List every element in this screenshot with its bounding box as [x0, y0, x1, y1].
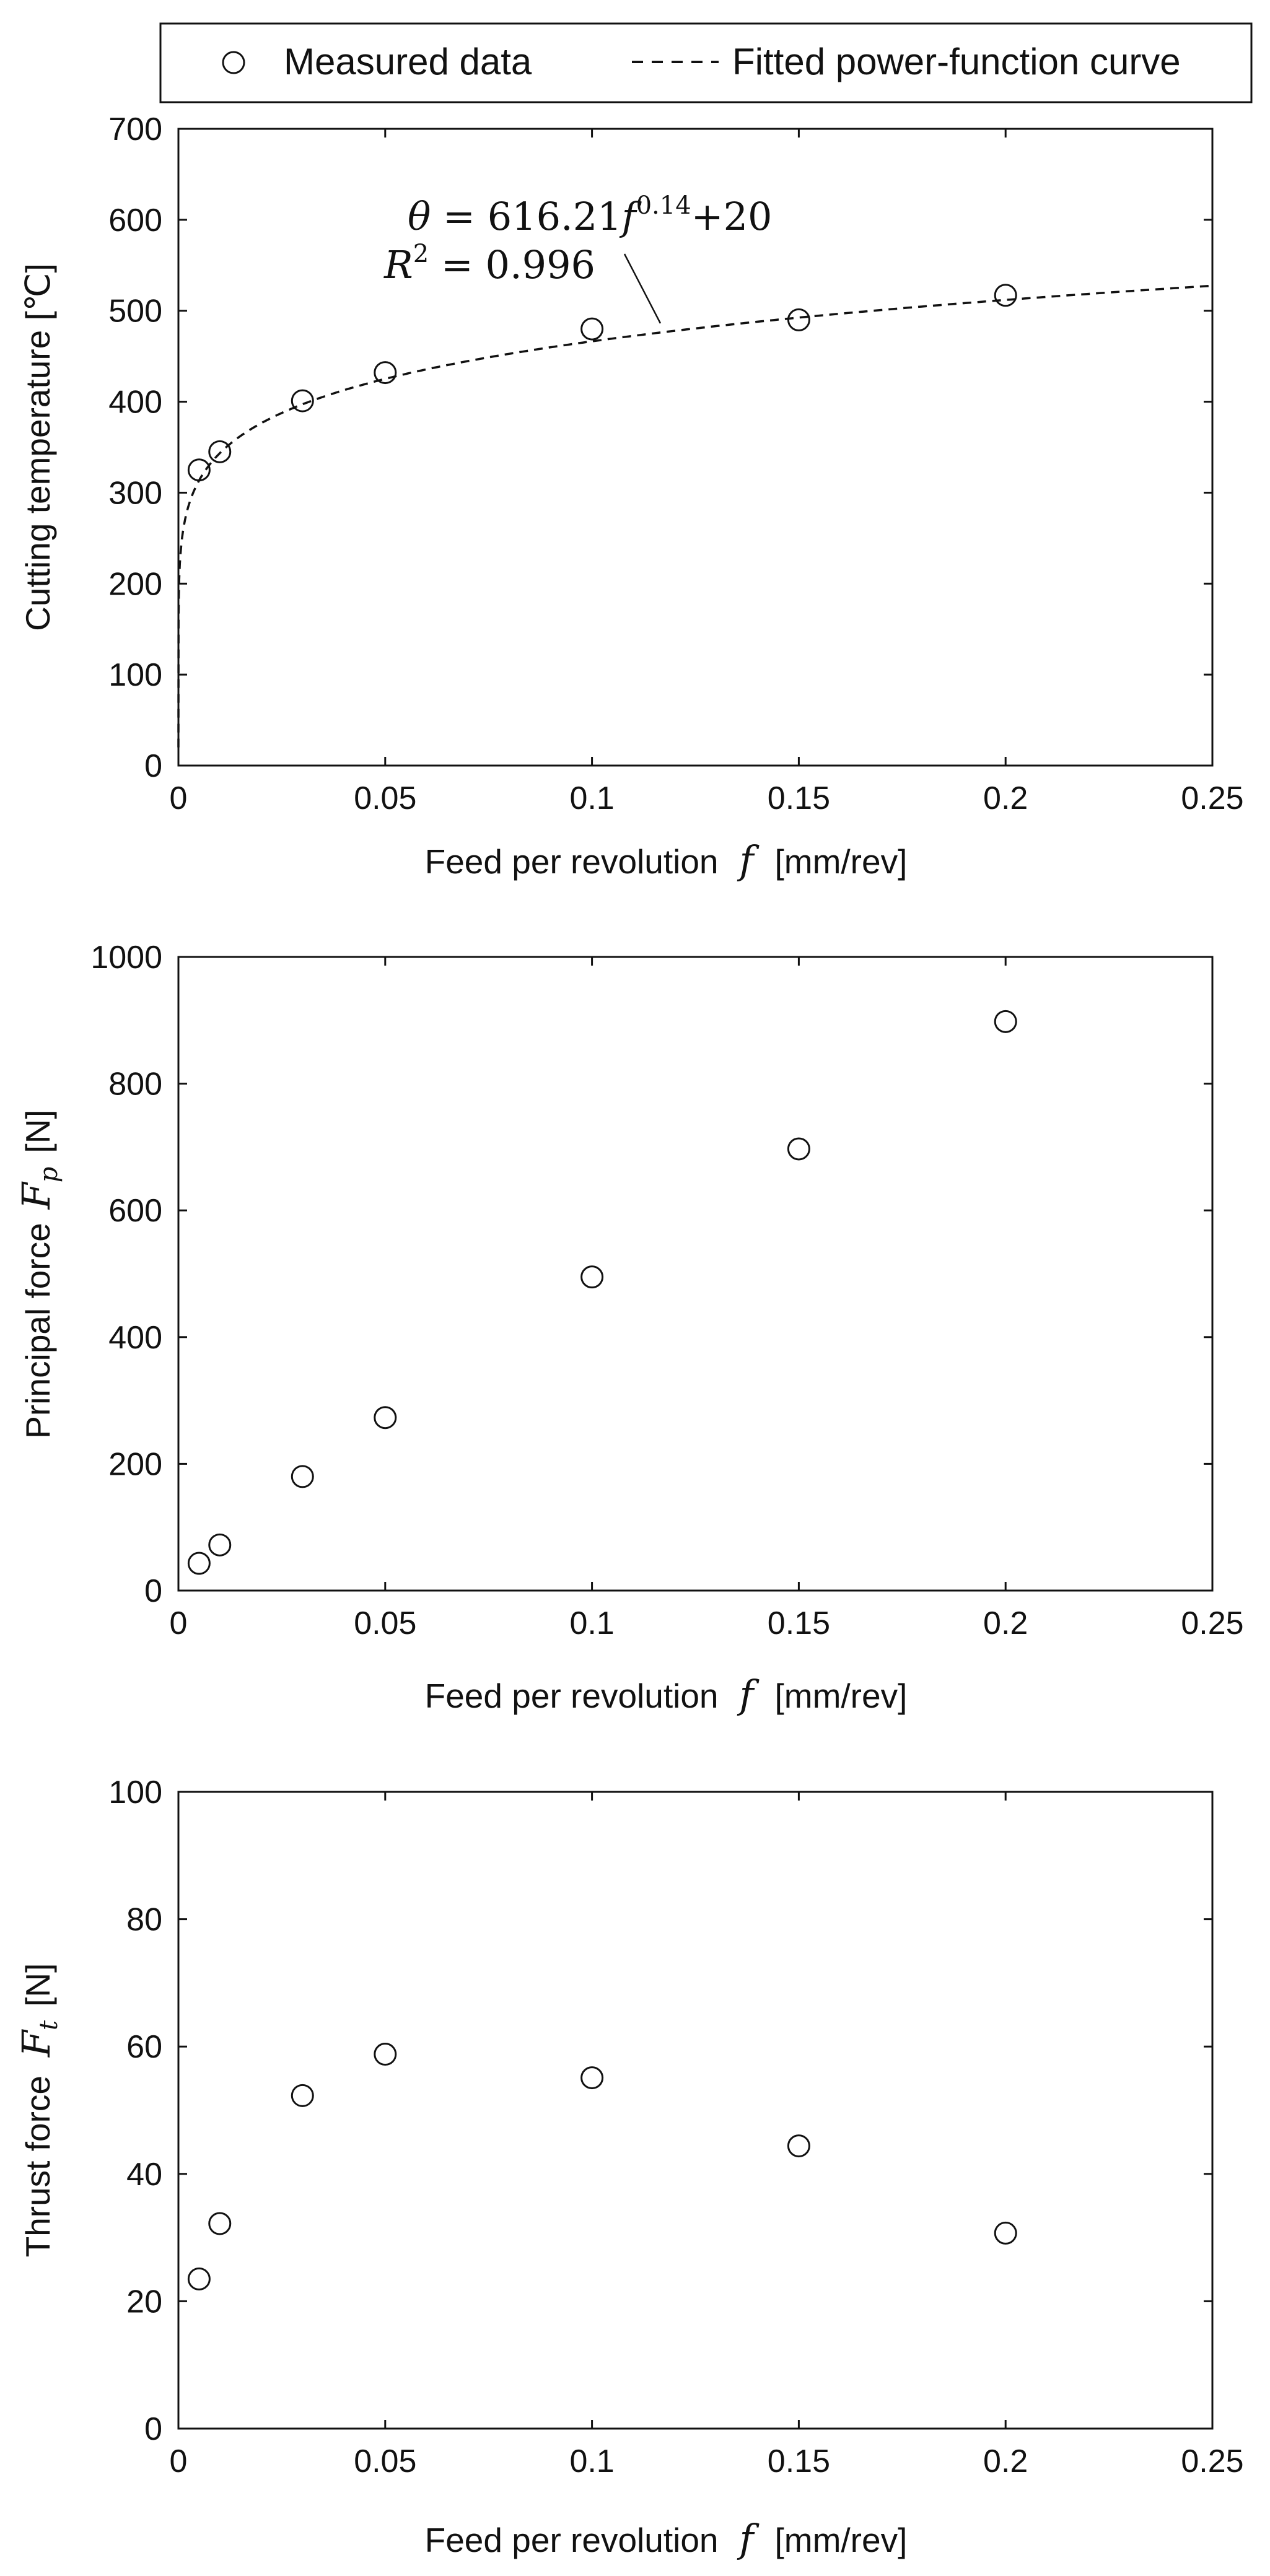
y-tick-label: 200 — [108, 1446, 162, 1482]
y-tick-label: 0 — [144, 748, 162, 784]
data-point-thrust — [291, 2084, 314, 2107]
y-tick-label: 20 — [126, 2284, 162, 2320]
plot-area-temperature — [177, 128, 1214, 767]
legend-marker-measured — [222, 51, 245, 74]
x-tick-label: 0.25 — [1181, 1605, 1243, 1641]
y-tick-label: 800 — [108, 1067, 162, 1102]
y-axis-label-principal: Principal forceFp[N] — [14, 1109, 63, 1438]
data-point-temperature — [291, 389, 314, 413]
y-tick-label: 40 — [126, 2157, 162, 2193]
x-tick-label: 0.15 — [768, 780, 830, 816]
x-tick-label: 0.15 — [768, 1605, 830, 1641]
x-tick-label: 0.25 — [1181, 2443, 1243, 2479]
annotation-leader — [623, 253, 662, 324]
x-tick-label: 0.05 — [354, 1605, 416, 1641]
data-point-temperature — [208, 440, 232, 463]
thrust-force-chart: 0 0.05 0.1 0.15 0.2 0.25 0 20 40 60 80 100 Thrust … — [14, 1775, 1244, 2561]
fit-equation: θ = 616.21f0.14+20 — [408, 191, 773, 239]
x-axis-thrust: 0 0.05 0.1 0.15 0.2 0.25 — [170, 1792, 1244, 2479]
legend-label-fit: Fitted power-function curve — [732, 41, 1181, 82]
x-tick-label: 0.1 — [569, 1605, 614, 1641]
fit-curve — [177, 284, 1213, 748]
data-point-principal — [374, 1406, 397, 1430]
plot-area-thrust — [177, 1791, 1214, 2430]
data-point-temperature — [994, 284, 1017, 307]
x-tick-label: 0 — [170, 780, 188, 816]
y-tick-label: 1000 — [90, 940, 162, 976]
x-tick-label: 0.2 — [983, 780, 1028, 816]
data-point-thrust — [208, 2212, 232, 2235]
fit-r-squared: R2 = 0.996 — [383, 240, 595, 287]
legend-box — [159, 22, 1253, 103]
x-axis-principal: 0 0.05 0.1 0.15 0.2 0.25 — [170, 957, 1244, 1641]
y-tick-label: 500 — [108, 294, 162, 330]
data-points-thrust — [187, 2043, 1017, 2290]
x-tick-label: 0.2 — [983, 2443, 1028, 2479]
y-tick-label: 0 — [144, 1573, 162, 1609]
data-point-principal — [994, 1010, 1017, 1033]
x-tick-label: 0.05 — [354, 780, 416, 816]
x-axis-label-temperature: Feed per revolution f [mm/rev] — [425, 837, 908, 883]
y-tick-label: 0 — [144, 2411, 162, 2447]
y-tick-label: 700 — [108, 111, 162, 147]
x-tick-label: 0.2 — [983, 1605, 1028, 1641]
y-tick-label: 400 — [108, 385, 162, 421]
x-tick-label: 0.05 — [354, 2443, 416, 2479]
y-tick-label: 600 — [108, 203, 162, 238]
data-point-thrust — [994, 2221, 1017, 2245]
data-point-principal — [187, 1552, 211, 1575]
y-tick-label: 60 — [126, 2029, 162, 2065]
x-tick-label: 0.15 — [768, 2443, 830, 2479]
x-tick-label: 0.1 — [569, 2443, 614, 2479]
data-point-principal — [787, 1137, 810, 1161]
legend: Measured data Fitted power-function curv… — [159, 22, 1253, 103]
data-point-thrust — [787, 2134, 810, 2158]
data-point-temperature — [374, 361, 397, 385]
temperature-chart: 0 0.05 0.1 0.15 0.2 0.25 0 100 200 300 400 500 600 7… — [19, 111, 1244, 883]
data-point-temperature — [187, 458, 211, 482]
y-axis-temperature: 0 100 200 300 400 500 600 700 — [108, 111, 1212, 784]
data-point-thrust — [374, 2043, 397, 2066]
y-axis-label-thrust: Thrust forceFt[N] — [14, 1963, 63, 2258]
y-tick-label: 200 — [108, 566, 162, 602]
y-tick-label: 100 — [108, 657, 162, 693]
x-tick-label: 0.25 — [1181, 780, 1243, 816]
y-tick-label: 100 — [108, 1775, 162, 1810]
y-tick-label: 400 — [108, 1320, 162, 1356]
y-axis-principal: 0 200 400 600 800 1000 — [90, 940, 1212, 1609]
legend-label-measured: Measured data — [284, 41, 532, 82]
x-tick-label: 0 — [170, 1605, 188, 1641]
y-axis-label-temperature: Cutting temperature [℃] — [19, 263, 57, 631]
data-points-temperature — [187, 284, 1017, 482]
x-axis-temperature: 0 0.05 0.1 0.15 0.2 0.25 — [170, 129, 1244, 816]
x-tick-label: 0.1 — [569, 780, 614, 816]
data-point-principal — [580, 1265, 604, 1289]
data-point-thrust — [187, 2267, 211, 2290]
data-point-principal — [291, 1465, 314, 1488]
fit-curve-line — [177, 284, 1213, 748]
plot-area-principal — [177, 956, 1214, 1592]
x-axis-label-principal: Feed per revolution f [mm/rev] — [425, 1672, 908, 1717]
y-tick-label: 600 — [108, 1193, 162, 1229]
data-point-thrust — [580, 2066, 604, 2090]
y-tick-label: 80 — [126, 1902, 162, 1938]
principal-force-chart: 0 0.05 0.1 0.15 0.2 0.25 0 200 400 600 800 1000 Pr… — [14, 940, 1244, 1717]
data-points-principal — [187, 1010, 1017, 1575]
y-axis-thrust: 0 20 40 60 80 100 — [108, 1775, 1212, 2447]
y-tick-label: 300 — [108, 475, 162, 511]
data-point-principal — [208, 1533, 232, 1557]
data-point-temperature — [580, 317, 604, 341]
x-axis-label-thrust: Feed per revolution f [mm/rev] — [425, 2516, 908, 2561]
x-tick-label: 0 — [170, 2443, 188, 2479]
data-point-temperature — [787, 308, 810, 331]
